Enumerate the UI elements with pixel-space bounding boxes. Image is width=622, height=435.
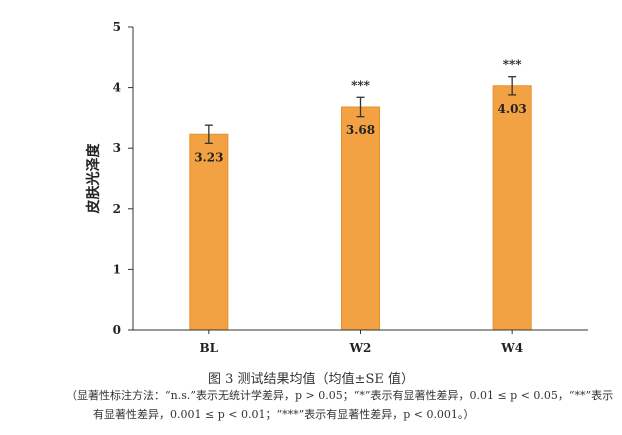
y-tick-label: 0 bbox=[113, 323, 121, 337]
x-tick-label: W2 bbox=[349, 341, 372, 355]
y-tick-label: 1 bbox=[113, 262, 121, 276]
value-label: 4.03 bbox=[498, 102, 527, 116]
note-line-2: 有显著性差异，0.001 ≤ p < 0.01；“***”表示有显著性差异，p … bbox=[93, 408, 475, 421]
y-tick-label: 3 bbox=[113, 141, 121, 155]
note-line-1: （显著性标注方法：“n.s.”表示无统计学差异，p > 0.05；“*”表示有显… bbox=[66, 389, 614, 402]
y-tick-label: 5 bbox=[113, 20, 121, 34]
x-tick-label: BL bbox=[200, 341, 219, 355]
y-axis-title-group: 皮肤光泽度 bbox=[85, 143, 102, 215]
x-tick-label: W4 bbox=[500, 341, 523, 355]
figure-caption: 图 3 测试结果均值（均值±SE 值） bbox=[208, 372, 414, 387]
significance-label: *** bbox=[351, 78, 371, 92]
y-axis-title: 皮肤光泽度 bbox=[85, 143, 102, 215]
significance-label: *** bbox=[503, 58, 523, 72]
bar-w4 bbox=[492, 85, 532, 331]
value-label: 3.68 bbox=[346, 123, 375, 137]
y-axis: 0 1 2 3 4 5 bbox=[113, 20, 134, 337]
bars: 3.23 3.68 *** 4.03 *** bbox=[189, 58, 532, 331]
bar-chart: 0 1 2 3 4 5 皮肤光泽度 3.23 3.68 *** 4.03 *** BL W2 W4 bbox=[85, 20, 588, 355]
value-label: 3.23 bbox=[194, 150, 223, 164]
y-tick-label: 2 bbox=[113, 202, 121, 216]
x-axis: BL W2 W4 bbox=[133, 329, 588, 355]
y-tick-label: 4 bbox=[113, 81, 121, 95]
bar-w2 bbox=[341, 106, 380, 331]
